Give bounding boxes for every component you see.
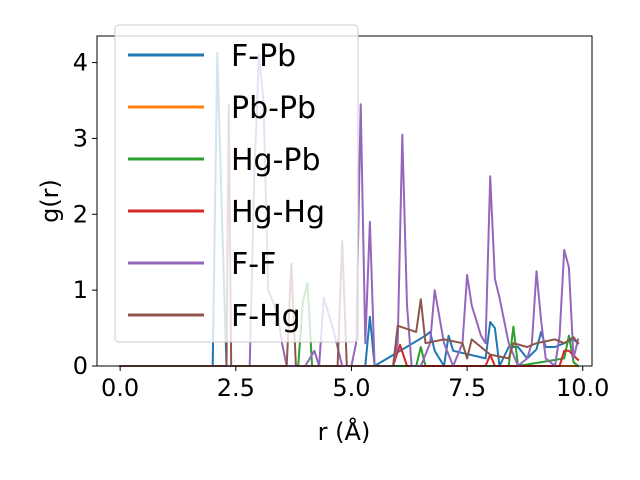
legend-label-pb-pb: Pb-Pb xyxy=(231,91,316,126)
legend-label-f-pb: F-Pb xyxy=(231,39,296,74)
y-tick-label: 1 xyxy=(73,276,88,304)
y-tick-label: 3 xyxy=(73,124,88,152)
y-tick-label: 2 xyxy=(73,200,88,228)
x-tick-label: 5.0 xyxy=(332,374,370,402)
y-axis-label: g(r) xyxy=(36,179,64,223)
y-tick-label: 4 xyxy=(73,49,88,77)
legend-label-hg-pb: Hg-Pb xyxy=(231,143,321,178)
x-tick-label: 10.0 xyxy=(556,374,609,402)
legend-label-f-hg: F-Hg xyxy=(231,299,301,334)
legend-label-hg-hg: Hg-Hg xyxy=(231,195,325,230)
legend-items: F-Pb Pb-Pb Hg-Pb Hg-Hg F-F F-Hg xyxy=(128,39,325,334)
x-axis: 0.0 2.5 5.0 7.5 10.0 xyxy=(101,366,609,402)
x-tick-label: 7.5 xyxy=(448,374,486,402)
legend: F-Pb Pb-Pb Hg-Pb Hg-Hg F-F F-Hg xyxy=(114,24,359,343)
y-tick-label: 0 xyxy=(73,352,88,380)
x-tick-label: 2.5 xyxy=(217,374,255,402)
legend-label-f-f: F-F xyxy=(231,247,276,282)
x-tick-label: 0.0 xyxy=(101,374,139,402)
x-axis-label: r (Å) xyxy=(318,417,371,446)
y-axis: 0 1 2 3 4 xyxy=(73,49,97,380)
